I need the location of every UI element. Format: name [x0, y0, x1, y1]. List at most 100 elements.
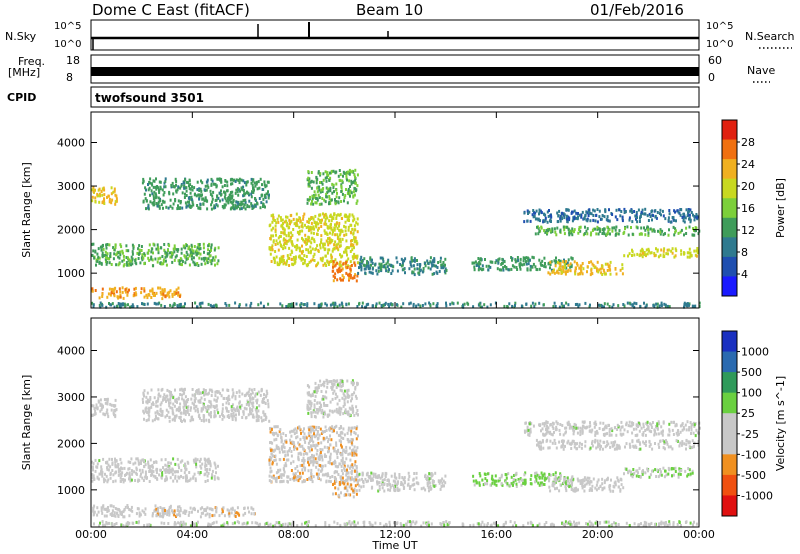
- data-cell: [173, 185, 176, 189]
- data-cell: [586, 211, 589, 215]
- data-cell: [473, 265, 476, 269]
- data-cell: [149, 397, 152, 401]
- data-cell: [175, 288, 178, 292]
- data-cell: [382, 260, 385, 264]
- data-cell: [683, 212, 685, 216]
- data-cell: [667, 233, 670, 237]
- data-cell: [238, 303, 241, 307]
- data-cell: [224, 197, 227, 201]
- data-cell: [333, 476, 336, 479]
- data-cell: [157, 286, 160, 290]
- data-cell: [214, 463, 217, 467]
- data-cell: [329, 171, 331, 175]
- data-cell: [259, 301, 262, 305]
- data-cell: [157, 196, 160, 200]
- data-cell: [267, 190, 269, 194]
- data-cell: [330, 238, 332, 242]
- data-cell: [438, 269, 441, 273]
- data-cell: [303, 459, 306, 463]
- data-cell: [342, 427, 345, 431]
- data-cell: [350, 429, 353, 433]
- data-cell: [334, 240, 337, 244]
- data-cell: [197, 193, 200, 197]
- data-cell: [302, 303, 305, 307]
- data-cell: [331, 384, 334, 387]
- data-cell: [314, 224, 317, 228]
- data-cell: [165, 468, 168, 471]
- data-cell: [331, 397, 334, 401]
- data-cell: [629, 209, 632, 213]
- data-cell: [157, 302, 160, 306]
- data-cell: [325, 429, 328, 432]
- data-cell: [329, 231, 331, 235]
- data-cell: [315, 434, 317, 438]
- data-cell: [171, 418, 174, 422]
- data-cell: [342, 170, 345, 174]
- data-cell: [138, 514, 141, 518]
- data-cell: [667, 248, 670, 252]
- data-cell: [322, 397, 325, 401]
- data-cell: [214, 246, 217, 250]
- data-cell: [287, 304, 289, 308]
- data-cell: [563, 258, 565, 262]
- data-cell: [114, 200, 117, 204]
- data-cell: [346, 218, 349, 222]
- data-cell: [97, 477, 100, 481]
- data-cell: [272, 454, 274, 458]
- data-cell: [344, 213, 347, 217]
- data-cell: [336, 452, 339, 456]
- data-cell: [174, 198, 177, 201]
- data-cell: [477, 268, 480, 272]
- data-cell: [159, 394, 162, 398]
- data-cell: [326, 414, 329, 418]
- data-cell: [686, 251, 689, 255]
- data-cell: [145, 207, 147, 211]
- data-cell: [688, 247, 691, 251]
- data-cell: [312, 225, 315, 229]
- data-cell: [365, 264, 368, 268]
- data-cell: [517, 258, 520, 262]
- data-cell: [248, 510, 250, 514]
- data-cell: [238, 177, 241, 181]
- data-cell: [91, 195, 94, 199]
- data-cell: [354, 189, 357, 193]
- data-cell: [307, 432, 310, 435]
- data-cell: [330, 438, 333, 442]
- data-cell: [658, 304, 661, 308]
- data-cell: [361, 305, 364, 309]
- data-cell: [218, 414, 221, 418]
- data-cell: [124, 288, 127, 292]
- data-cell: [223, 205, 226, 209]
- data-cell: [523, 262, 526, 266]
- data-cell: [409, 263, 412, 267]
- data-cell: [320, 383, 323, 387]
- data-cell: [343, 460, 346, 464]
- data-cell: [243, 406, 246, 410]
- data-cell: [308, 177, 311, 181]
- data-cell: [603, 227, 606, 231]
- data-cell: [198, 413, 201, 417]
- data-region: [91, 397, 118, 419]
- data-cell: [500, 268, 503, 272]
- data-cell: [103, 514, 106, 518]
- data-cell: [547, 229, 550, 233]
- data-cell: [168, 513, 171, 517]
- data-cell: [93, 504, 96, 508]
- data-cell: [297, 479, 300, 483]
- data-cell: [526, 219, 529, 223]
- data-cell: [607, 229, 610, 233]
- data-cell: [221, 388, 224, 392]
- data-cell: [329, 226, 331, 230]
- data-cell: [205, 464, 208, 467]
- data-cell: [237, 201, 240, 205]
- data-cell: [485, 264, 488, 268]
- data-cell: [175, 190, 178, 194]
- data-cell: [592, 227, 595, 231]
- data-cell: [250, 177, 253, 181]
- data-cell: [344, 395, 347, 399]
- data-cell: [251, 207, 254, 210]
- data-cell: [162, 258, 165, 262]
- data-cell: [585, 229, 588, 233]
- data-cell: [171, 406, 174, 410]
- data-cell: [245, 303, 248, 307]
